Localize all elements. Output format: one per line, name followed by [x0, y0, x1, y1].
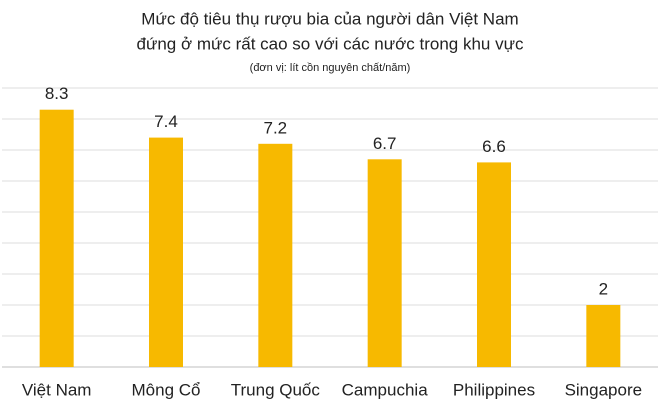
x-tick-label: Mông Cổ	[132, 380, 201, 399]
bar	[477, 162, 511, 367]
x-tick-label: Singapore	[565, 380, 643, 399]
bar	[149, 137, 183, 367]
x-tick-label: Campuchia	[342, 380, 429, 399]
value-label: 7.2	[264, 118, 288, 137]
value-label: 8.3	[45, 84, 69, 103]
chart-title: Mức độ tiêu thụ rượu bia của người dân V…	[141, 9, 518, 28]
chart-subtitle: (đơn vị: lít cồn nguyên chất/năm)	[250, 62, 411, 74]
bar	[39, 109, 74, 367]
x-tick-label: Philippines	[453, 380, 535, 399]
value-label: 2	[599, 279, 608, 298]
value-label: 7.4	[154, 112, 178, 131]
bar	[367, 159, 402, 367]
bar	[258, 143, 293, 367]
bar	[586, 305, 621, 367]
x-tick-label: Việt Nam	[22, 380, 92, 399]
value-label: 6.6	[482, 137, 506, 156]
value-label: 6.7	[373, 134, 397, 153]
chart-title: đứng ở mức rất cao so với các nước trong…	[137, 34, 524, 53]
x-tick-label: Trung Quốc	[231, 380, 321, 399]
